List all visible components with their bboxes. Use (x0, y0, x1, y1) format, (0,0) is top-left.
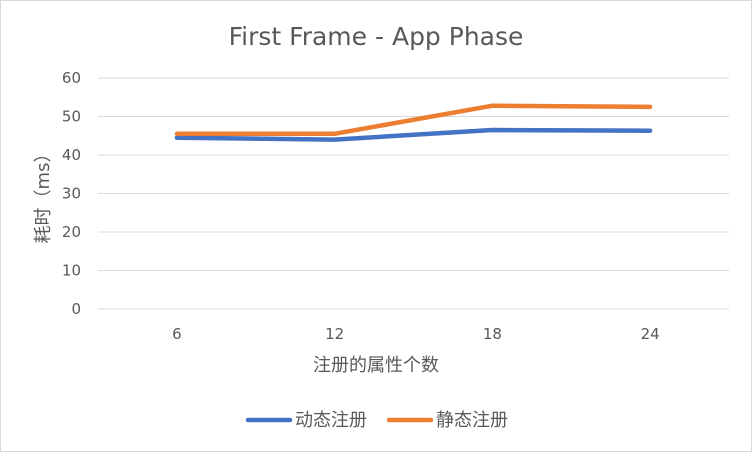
x-axis-title: 注册的属性个数 (313, 355, 439, 376)
y-tick-label: 50 (62, 108, 81, 126)
series-line-0 (174, 127, 653, 142)
gridlines (98, 77, 729, 310)
y-tick-label: 20 (62, 223, 81, 241)
y-tick-label: 30 (62, 185, 81, 203)
chart-title: First Frame - App Phase (229, 22, 524, 51)
series-line-1 (174, 103, 653, 137)
y-tick-label: 10 (62, 262, 81, 280)
legend-label-0: 动态注册 (295, 410, 367, 431)
y-axis-ticks: 0 10 20 30 40 50 60 (62, 69, 81, 318)
x-tick-label: 6 (172, 325, 182, 343)
legend-label-1: 静态注册 (436, 410, 508, 431)
x-tick-label: 18 (483, 325, 502, 343)
x-tick-label: 24 (641, 325, 660, 343)
series-lines (174, 103, 653, 142)
y-tick-label: 60 (62, 69, 81, 87)
x-tick-label: 12 (325, 325, 344, 343)
legend: 动态注册 静态注册 (245, 410, 508, 431)
y-tick-label: 40 (62, 146, 81, 164)
x-axis-ticks: 6 12 18 24 (172, 325, 660, 343)
y-tick-label: 0 (71, 300, 81, 318)
y-axis-title: 耗时（ms） (33, 145, 54, 244)
